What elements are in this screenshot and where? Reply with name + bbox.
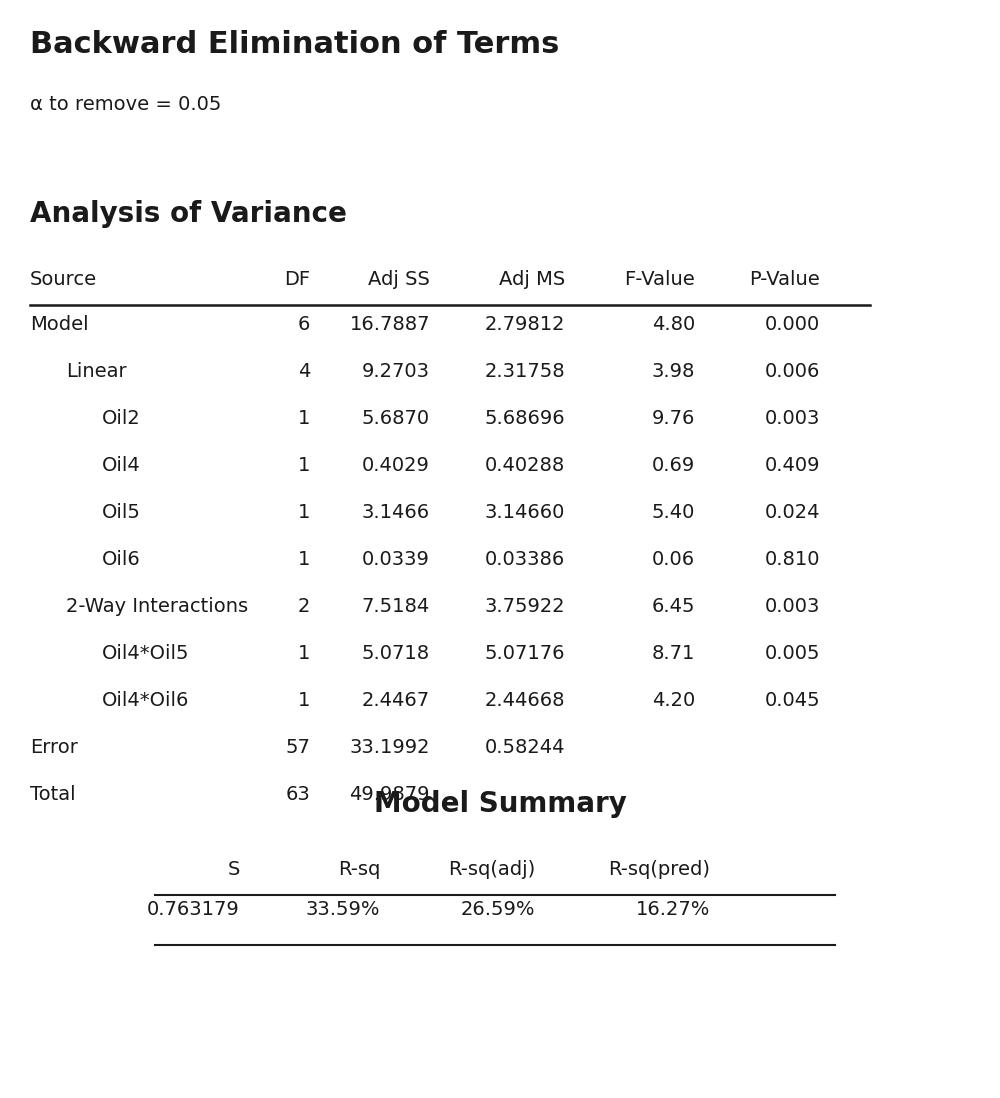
Text: 2-Way Interactions: 2-Way Interactions [66,597,248,616]
Text: 0.06: 0.06 [652,550,695,569]
Text: Total: Total [30,785,76,804]
Text: 2.4467: 2.4467 [362,691,430,710]
Text: 8.71: 8.71 [652,645,695,663]
Text: 1: 1 [298,408,310,428]
Text: 5.40: 5.40 [652,503,695,522]
Text: Adj SS: Adj SS [368,270,430,289]
Text: Oil4*Oil6: Oil4*Oil6 [102,691,189,710]
Text: 4.80: 4.80 [652,315,695,334]
Text: 2: 2 [298,597,310,616]
Text: 33.59%: 33.59% [306,900,380,919]
Text: 9.2703: 9.2703 [362,362,430,381]
Text: 16.7887: 16.7887 [350,315,430,334]
Text: 0.58244: 0.58244 [484,738,565,757]
Text: Model Summary: Model Summary [374,789,626,818]
Text: 1: 1 [298,550,310,569]
Text: S: S [228,860,240,879]
Text: 0.005: 0.005 [765,645,820,663]
Text: 4: 4 [298,362,310,381]
Text: Analysis of Variance: Analysis of Variance [30,200,347,228]
Text: 5.07176: 5.07176 [484,645,565,663]
Text: Oil5: Oil5 [102,503,141,522]
Text: 0.69: 0.69 [652,456,695,475]
Text: 2.79812: 2.79812 [484,315,565,334]
Text: 2.44668: 2.44668 [484,691,565,710]
Text: 1: 1 [298,456,310,475]
Text: 5.68696: 5.68696 [484,408,565,428]
Text: P-Value: P-Value [749,270,820,289]
Text: 3.1466: 3.1466 [362,503,430,522]
Text: 9.76: 9.76 [652,408,695,428]
Text: F-Value: F-Value [624,270,695,289]
Text: 0.024: 0.024 [765,503,820,522]
Text: 1: 1 [298,645,310,663]
Text: 3.98: 3.98 [652,362,695,381]
Text: Linear: Linear [66,362,127,381]
Text: DF: DF [284,270,310,289]
Text: Oil4*Oil5: Oil4*Oil5 [102,645,190,663]
Text: 0.006: 0.006 [765,362,820,381]
Text: 0.409: 0.409 [765,456,820,475]
Text: 1: 1 [298,503,310,522]
Text: Source: Source [30,270,97,289]
Text: Error: Error [30,738,78,757]
Text: Oil2: Oil2 [102,408,141,428]
Text: 33.1992: 33.1992 [350,738,430,757]
Text: Model: Model [30,315,89,334]
Text: 7.5184: 7.5184 [362,597,430,616]
Text: 5.0718: 5.0718 [362,645,430,663]
Text: 6.45: 6.45 [652,597,695,616]
Text: R-sq(adj): R-sq(adj) [448,860,535,879]
Text: 63: 63 [285,785,310,804]
Text: Backward Elimination of Terms: Backward Elimination of Terms [30,30,559,59]
Text: 0.000: 0.000 [765,315,820,334]
Text: Oil4: Oil4 [102,456,141,475]
Text: 26.59%: 26.59% [460,900,535,919]
Text: 6: 6 [298,315,310,334]
Text: Adj MS: Adj MS [499,270,565,289]
Text: 1: 1 [298,691,310,710]
Text: 2.31758: 2.31758 [484,362,565,381]
Text: 0.0339: 0.0339 [362,550,430,569]
Text: 16.27%: 16.27% [636,900,710,919]
Text: α to remove = 0.05: α to remove = 0.05 [30,96,221,114]
Text: 0.40288: 0.40288 [485,456,565,475]
Text: R-sq: R-sq [338,860,380,879]
Text: Oil6: Oil6 [102,550,141,569]
Text: 0.763179: 0.763179 [147,900,240,919]
Text: 5.6870: 5.6870 [362,408,430,428]
Text: R-sq(pred): R-sq(pred) [608,860,710,879]
Text: 3.14660: 3.14660 [485,503,565,522]
Text: 4.20: 4.20 [652,691,695,710]
Text: 0.003: 0.003 [765,597,820,616]
Text: 0.045: 0.045 [764,691,820,710]
Text: 0.003: 0.003 [765,408,820,428]
Text: 0.03386: 0.03386 [485,550,565,569]
Text: 0.810: 0.810 [765,550,820,569]
Text: 57: 57 [285,738,310,757]
Text: 49.9879: 49.9879 [350,785,430,804]
Text: 0.4029: 0.4029 [362,456,430,475]
Text: 3.75922: 3.75922 [484,597,565,616]
